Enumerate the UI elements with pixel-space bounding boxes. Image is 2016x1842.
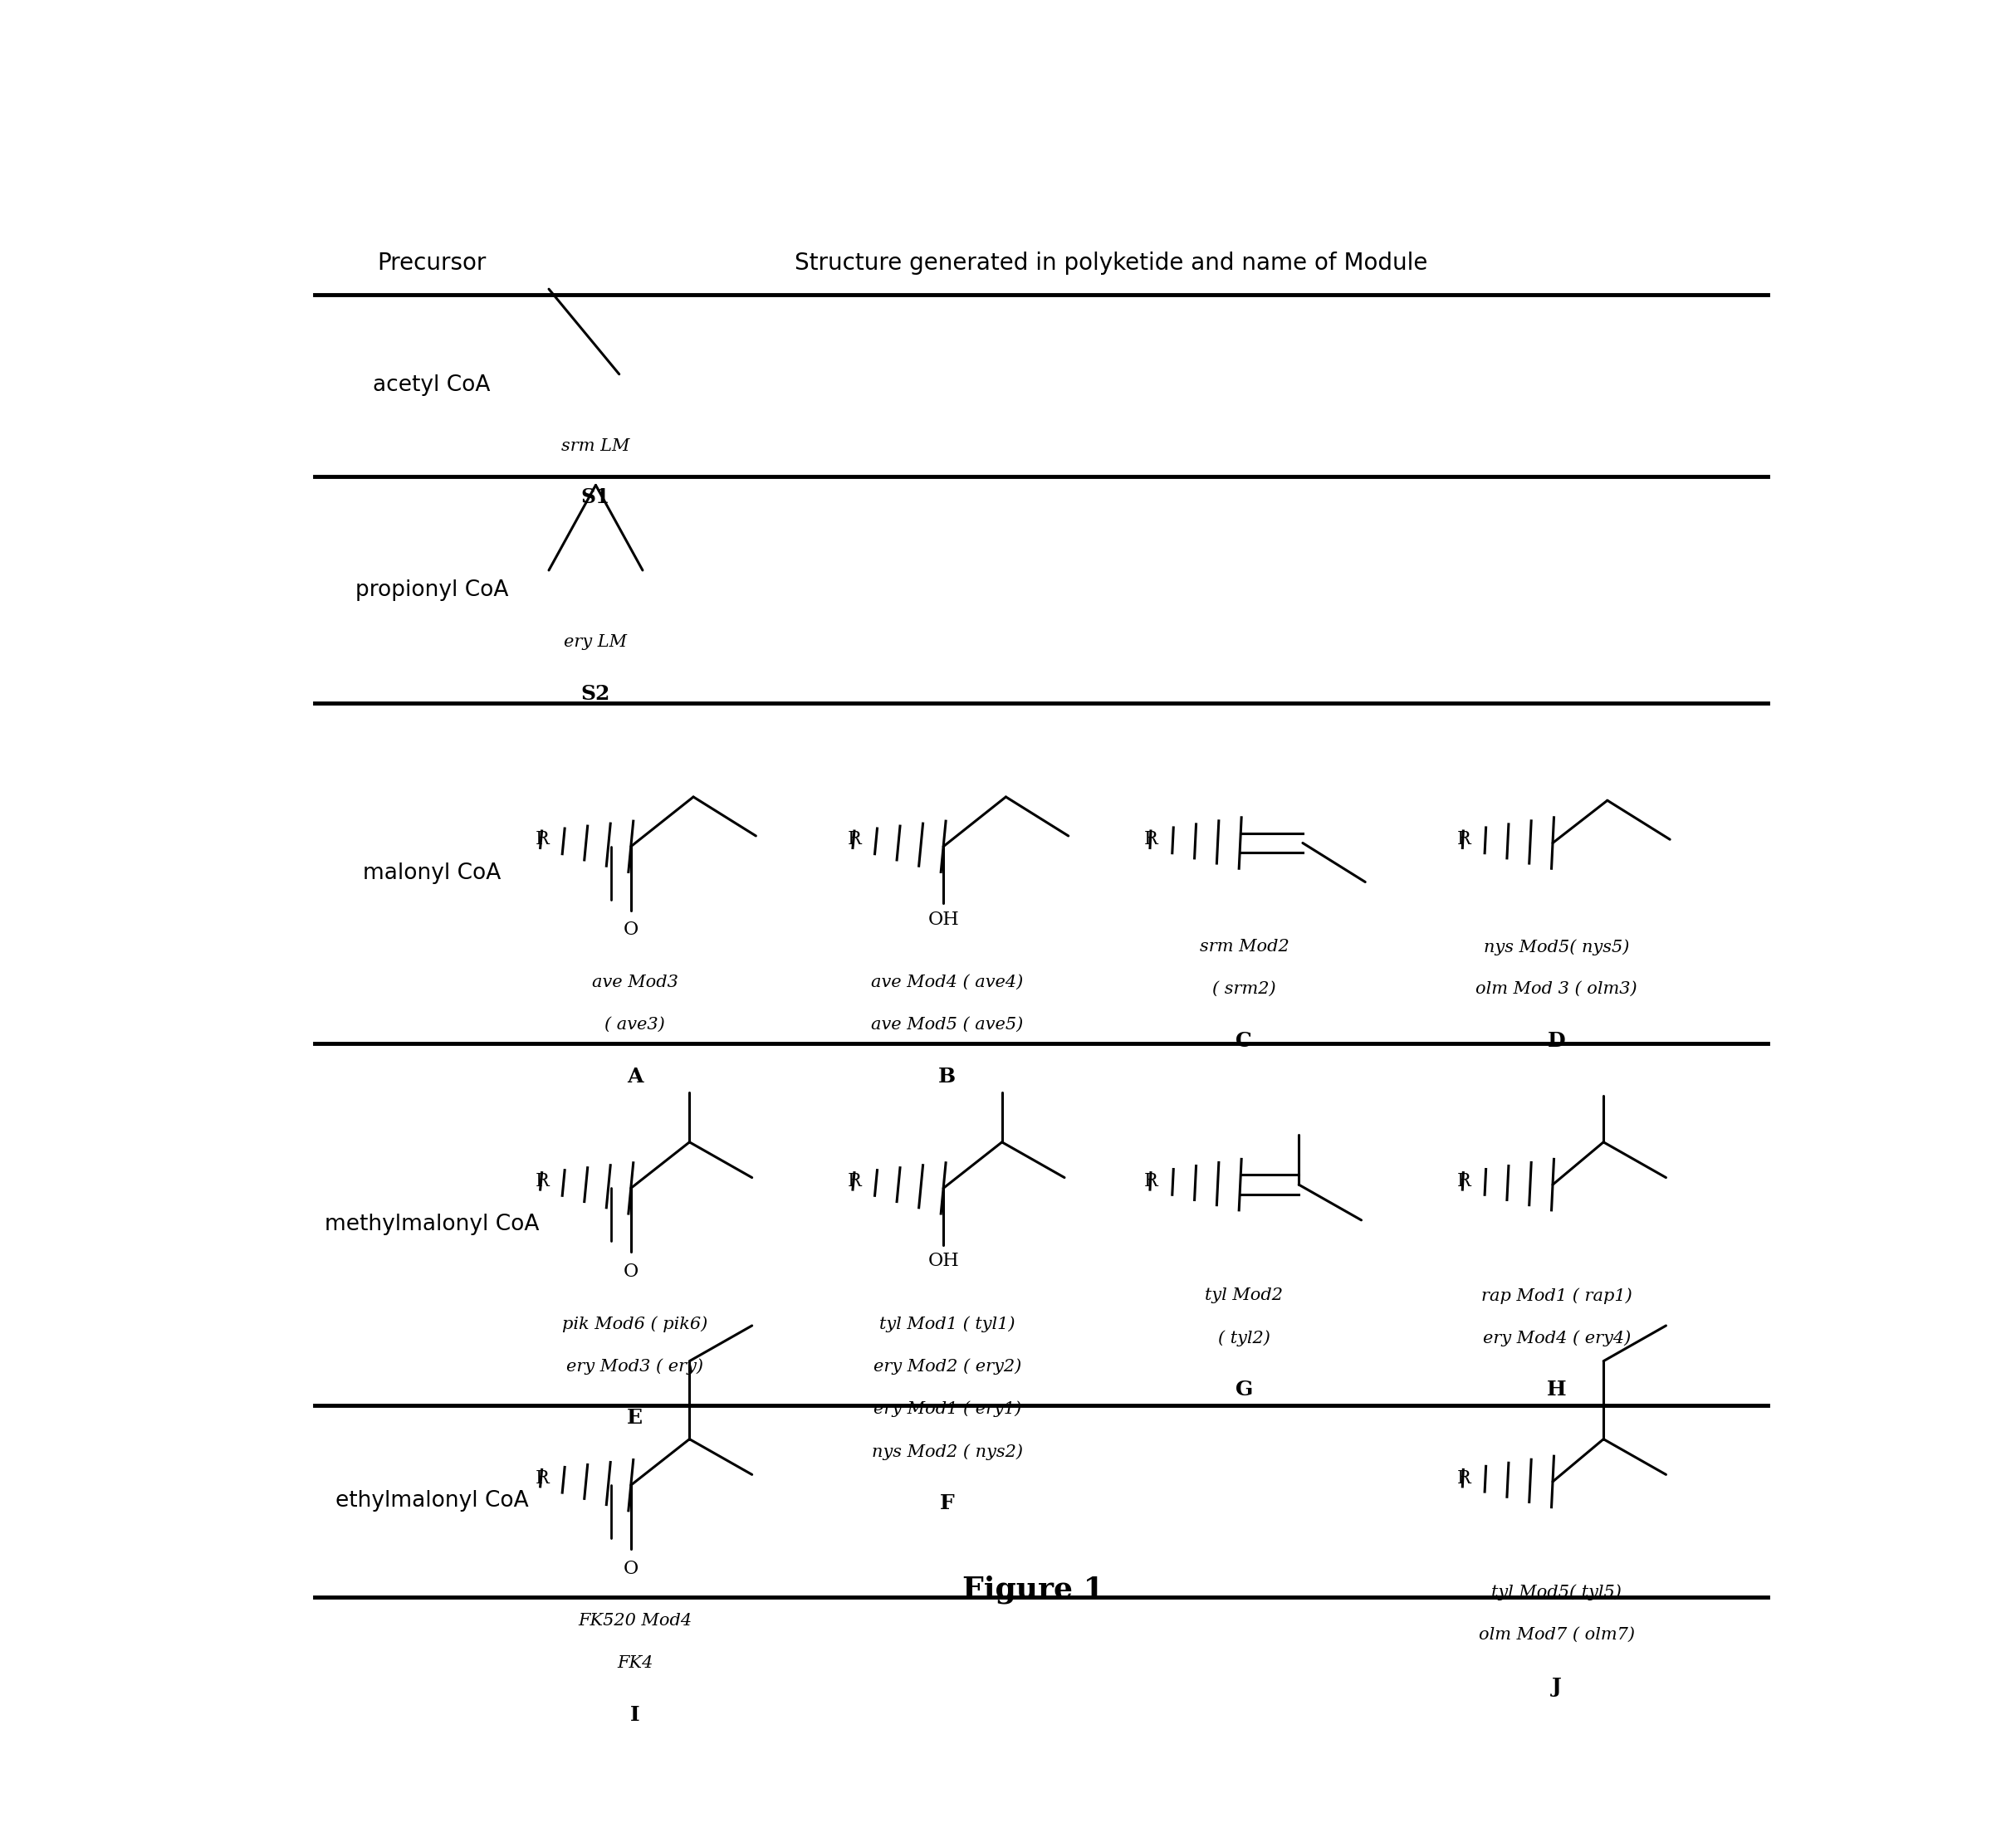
Text: R: R xyxy=(847,1172,861,1190)
Text: E: E xyxy=(627,1407,643,1428)
Text: G: G xyxy=(1236,1380,1254,1400)
Text: R: R xyxy=(1458,1172,1472,1190)
Text: malonyl CoA: malonyl CoA xyxy=(363,862,500,884)
Text: R: R xyxy=(1145,831,1159,849)
Text: ave Mod3: ave Mod3 xyxy=(591,974,677,989)
Text: R: R xyxy=(1458,1468,1472,1486)
Text: R: R xyxy=(534,1172,548,1190)
Text: J: J xyxy=(1552,1676,1562,1696)
Text: D: D xyxy=(1548,1032,1566,1050)
Text: S1: S1 xyxy=(581,488,611,508)
Text: Figure 1: Figure 1 xyxy=(962,1575,1105,1604)
Text: pik Mod6 ( pik6): pik Mod6 ( pik6) xyxy=(562,1315,708,1332)
Text: O: O xyxy=(623,1560,639,1579)
Text: C: C xyxy=(1236,1032,1252,1050)
Text: F: F xyxy=(939,1494,956,1512)
Text: propionyl CoA: propionyl CoA xyxy=(355,578,508,600)
Text: I: I xyxy=(629,1706,639,1724)
Text: rap Mod1 ( rap1): rap Mod1 ( rap1) xyxy=(1482,1288,1633,1304)
Text: FK520 Mod4: FK520 Mod4 xyxy=(579,1614,691,1628)
Text: ( ave3): ( ave3) xyxy=(605,1017,665,1033)
Text: Precursor: Precursor xyxy=(377,252,486,274)
Text: srm Mod2: srm Mod2 xyxy=(1200,939,1288,954)
Text: ave Mod5 ( ave5): ave Mod5 ( ave5) xyxy=(871,1017,1024,1033)
Text: R: R xyxy=(847,831,861,849)
Text: S2: S2 xyxy=(581,683,611,704)
Text: R: R xyxy=(534,1468,548,1486)
Text: olm Mod 3 ( olm3): olm Mod 3 ( olm3) xyxy=(1476,982,1637,997)
Text: tyl Mod2: tyl Mod2 xyxy=(1206,1288,1282,1304)
Text: ( tyl2): ( tyl2) xyxy=(1218,1330,1270,1347)
Text: srm LM: srm LM xyxy=(562,438,629,453)
Text: O: O xyxy=(623,1262,639,1280)
Text: B: B xyxy=(939,1067,956,1087)
Text: ave Mod4 ( ave4): ave Mod4 ( ave4) xyxy=(871,974,1024,989)
Text: acetyl CoA: acetyl CoA xyxy=(373,374,490,396)
Text: ery Mod2 ( ery2): ery Mod2 ( ery2) xyxy=(873,1358,1022,1374)
Text: R: R xyxy=(534,831,548,849)
Text: ( srm2): ( srm2) xyxy=(1212,982,1276,997)
Text: ery Mod3 ( ery): ery Mod3 ( ery) xyxy=(566,1358,704,1374)
Text: olm Mod7 ( olm7): olm Mod7 ( olm7) xyxy=(1478,1626,1635,1643)
Text: R: R xyxy=(1458,831,1472,849)
Text: methylmalonyl CoA: methylmalonyl CoA xyxy=(325,1214,538,1236)
Text: ethylmalonyl CoA: ethylmalonyl CoA xyxy=(335,1490,528,1512)
Text: A: A xyxy=(627,1067,643,1087)
Text: OH: OH xyxy=(927,1253,960,1271)
Text: ery Mod4 ( ery4): ery Mod4 ( ery4) xyxy=(1482,1330,1631,1347)
Text: O: O xyxy=(623,921,639,939)
Text: ery Mod1 ( ery1): ery Mod1 ( ery1) xyxy=(873,1402,1022,1416)
Text: Structure generated in polyketide and name of Module: Structure generated in polyketide and na… xyxy=(794,252,1427,274)
Text: ery LM: ery LM xyxy=(564,634,627,650)
Text: OH: OH xyxy=(927,910,960,928)
Text: nys Mod2 ( nys2): nys Mod2 ( nys2) xyxy=(871,1444,1022,1461)
Text: R: R xyxy=(1145,1172,1159,1190)
Text: tyl Mod1 ( tyl1): tyl Mod1 ( tyl1) xyxy=(879,1315,1016,1332)
Text: nys Mod5( nys5): nys Mod5( nys5) xyxy=(1484,939,1629,954)
Text: FK4: FK4 xyxy=(617,1656,653,1671)
Text: H: H xyxy=(1546,1380,1566,1400)
Text: tyl Mod5( tyl5): tyl Mod5( tyl5) xyxy=(1492,1584,1621,1601)
